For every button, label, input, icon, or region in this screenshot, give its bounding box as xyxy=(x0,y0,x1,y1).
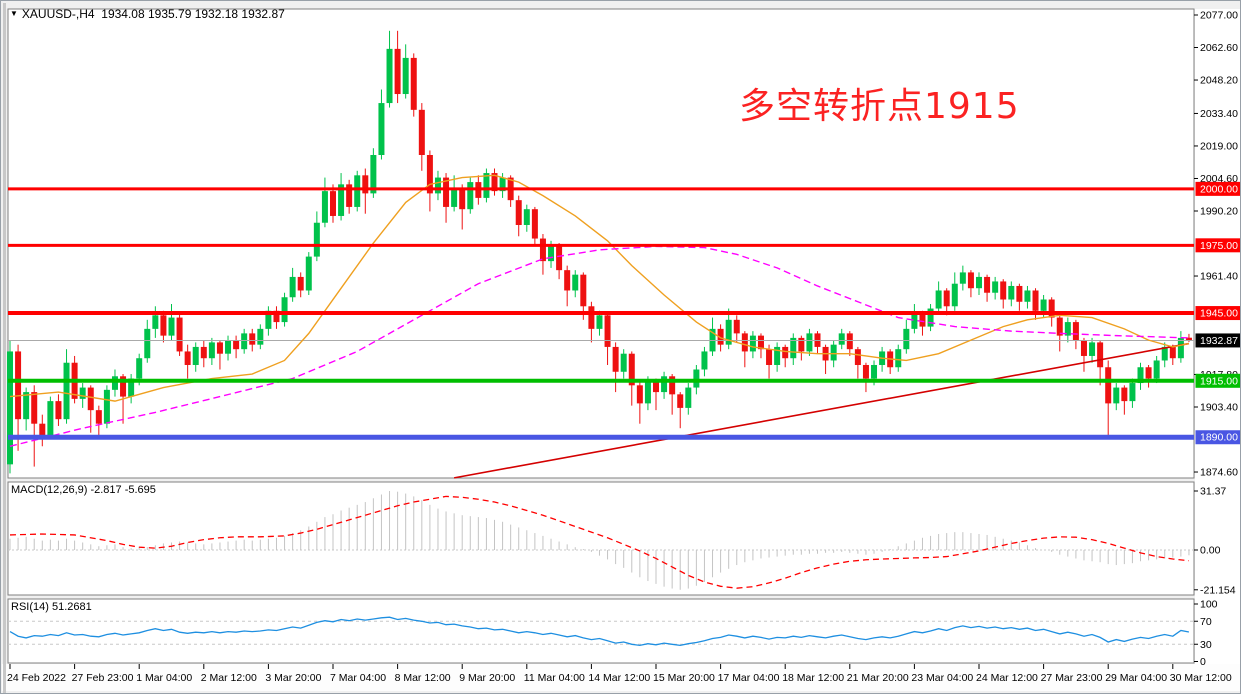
price-chip-1890.00 xyxy=(1195,430,1240,445)
macd-signal-line xyxy=(9,495,1189,589)
price-axis: 2077.002062.602048.202033.402019.002004.… xyxy=(1194,10,1240,479)
current-price-chip xyxy=(1195,333,1240,348)
price-chip-1890.00-label: 1890.00 xyxy=(1200,432,1238,444)
rsi-panel[interactable] xyxy=(7,598,1195,664)
price-tick-label: 2062.60 xyxy=(1200,42,1238,54)
time-axis-label: 14 Mar 12:00 xyxy=(588,672,651,684)
price-chip-1975.00 xyxy=(1195,238,1240,253)
chart-header: ▼ XAUUSD-,H4 1934.08 1935.79 1932.18 1932… xyxy=(10,7,285,21)
time-axis-label: 27 Feb 23:00 xyxy=(71,672,134,684)
time-axis-label: 27 Mar 23:00 xyxy=(1040,672,1103,684)
time-axis-label: 15 Mar 20:00 xyxy=(653,672,715,684)
time-axis-label: 17 Mar 04:00 xyxy=(717,672,780,684)
price-chip-1915.00 xyxy=(1195,373,1240,388)
price-tick-label: 2048.20 xyxy=(1200,75,1238,87)
rsi-indicator-label: RSI(14) 51.2681 xyxy=(11,601,92,613)
price-chip-1915.00-label: 1915.00 xyxy=(1200,375,1238,387)
rsi-axis: 100 70 30 0 xyxy=(1194,599,1218,668)
time-axis-label: 18 Mar 12:00 xyxy=(782,672,845,684)
annotation-text: 多空转折点1915 xyxy=(739,86,1020,127)
price-tick-label: 1990.20 xyxy=(1200,205,1238,217)
ohlc-values: 1934.08 1935.79 1932.18 1932.87 xyxy=(101,7,285,21)
price-chip-2000.00-label: 2000.00 xyxy=(1200,183,1238,195)
time-axis-label: 24 Mar 12:00 xyxy=(976,672,1038,684)
rsi-axis-label: 30 xyxy=(1200,639,1212,651)
symbol-collapse-icon[interactable]: ▼ xyxy=(10,9,18,18)
time-axis-label: 8 Mar 12:00 xyxy=(394,672,451,684)
price-chip-1975.00-label: 1975.00 xyxy=(1200,240,1238,252)
time-axis-label: 1 Mar 04:00 xyxy=(136,672,193,684)
price-chip-1945.00 xyxy=(1195,306,1240,321)
ascending-trendline[interactable] xyxy=(453,342,1190,479)
time-axis-label: 24 Feb 2022 xyxy=(7,672,66,684)
time-axis-label: 23 Mar 04:00 xyxy=(911,672,974,684)
price-tick-label: 1961.40 xyxy=(1200,271,1238,283)
rsi-axis-label: 0 xyxy=(1200,656,1206,668)
macd-histogram xyxy=(9,490,1190,590)
time-axis-label: 11 Mar 04:00 xyxy=(523,672,585,684)
rsi-line xyxy=(9,616,1190,647)
horizontal-level-lines[interactable] xyxy=(8,187,1194,440)
slow-ma-line xyxy=(9,245,1189,447)
price-chip-1945.00-label: 1945.00 xyxy=(1200,308,1238,320)
price-chip-2000.00 xyxy=(1195,181,1240,196)
time-axis-label: 30 Mar 12:00 xyxy=(1169,672,1232,684)
fast-ma-line xyxy=(9,174,1190,402)
macd-panel[interactable] xyxy=(7,481,1195,596)
price-tick-label: 2019.00 xyxy=(1200,140,1238,152)
rsi-axis-label: 70 xyxy=(1200,616,1212,628)
time-axis-label: 29 Mar 04:00 xyxy=(1105,672,1168,684)
macd-indicator-label: MACD(12,26,9) -2.817 -5.695 xyxy=(11,484,156,496)
symbol-period-label: XAUUSD-,H4 xyxy=(21,7,95,21)
time-axis-label: 9 Mar 20:00 xyxy=(459,672,516,684)
time-axis-label: 7 Mar 04:00 xyxy=(330,672,387,684)
price-tick-label: 1903.40 xyxy=(1200,401,1238,413)
time-axis-ticks xyxy=(9,664,1174,669)
price-tick-label: 1874.60 xyxy=(1200,467,1238,479)
macd-axis: 31.37 0.00 -21.154 xyxy=(1194,485,1236,596)
time-axis-label: 21 Mar 20:00 xyxy=(846,672,909,684)
price-tick-label: 2033.40 xyxy=(1200,108,1238,120)
price-tick-label: 2077.00 xyxy=(1200,10,1238,22)
macd-axis-label: 31.37 xyxy=(1200,485,1226,497)
candlestick-series xyxy=(7,30,1192,474)
macd-axis-label: 0.00 xyxy=(1200,545,1221,557)
time-axis-label: 2 Mar 12:00 xyxy=(200,672,257,684)
current-price-chip-label: 1932.87 xyxy=(1200,335,1238,347)
macd-axis-label: -21.154 xyxy=(1200,584,1236,596)
time-axis-label: 3 Mar 20:00 xyxy=(265,672,322,684)
rsi-axis-label: 100 xyxy=(1200,599,1218,611)
